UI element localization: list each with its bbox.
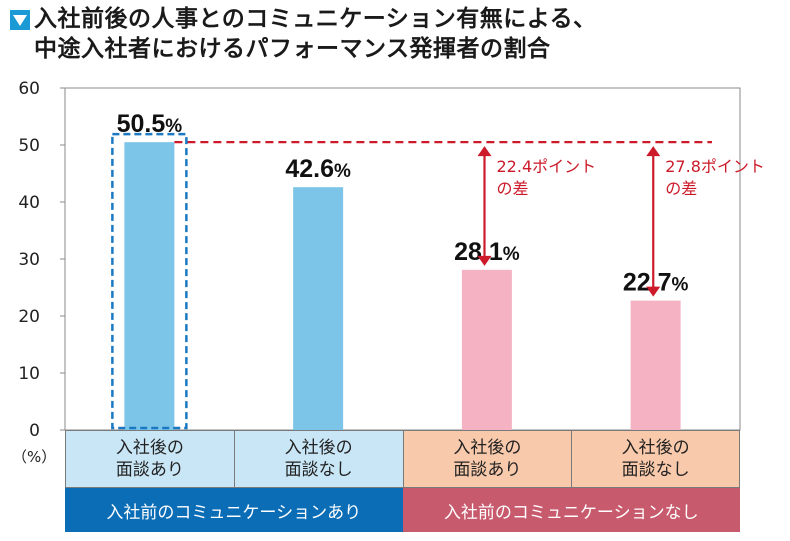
arrow-up-icon: [477, 146, 492, 157]
bar-value-label-2: 42.6%: [285, 155, 351, 183]
bar-value-label-3: 28.1%: [454, 238, 520, 266]
bar-4: [630, 300, 681, 430]
y-tick-label: 0: [29, 421, 40, 441]
difference-label-2-line-2: の差: [665, 179, 697, 198]
y-tick-label: 40: [18, 193, 40, 213]
y-axis-unit-label: （%）: [12, 448, 57, 466]
category-label-4: 入社後の 面談なし: [571, 430, 740, 488]
chart-title: 入社前後の人事とのコミュニケーション有無による、 中途入社者におけるパフォーマン…: [6, 4, 786, 64]
y-tick-label: 50: [18, 136, 40, 156]
category-label-3: 入社後の 面談あり: [402, 430, 573, 488]
highlight-dashed-box: [111, 132, 188, 430]
y-tick-label: 30: [18, 250, 40, 270]
group-label-2: 入社前のコミュニケーションなし: [402, 488, 740, 532]
bar-1: [124, 142, 175, 430]
y-tick-label: 20: [18, 307, 40, 327]
arrow-down-icon: [477, 255, 492, 266]
difference-label-1-line-1: 22.4ポイント: [497, 157, 597, 176]
difference-label-2-line-1: 27.8ポイント: [665, 157, 765, 176]
y-tick-label: 10: [18, 364, 40, 384]
bar-3: [461, 269, 512, 430]
category-label-2: 入社後の 面談なし: [233, 430, 404, 488]
bar-2: [293, 187, 344, 430]
group-label-1: 入社前のコミュニケーションあり: [65, 488, 403, 532]
arrow-up-icon: [646, 146, 661, 157]
chart-title-line-1: 入社前後の人事とのコミュニケーション有無による、: [34, 6, 597, 32]
y-tick-label: 60: [18, 79, 40, 99]
arrow-down-icon: [646, 286, 661, 297]
chart-title-line-2: 中途入社者におけるパフォーマンス発揮者の割合: [34, 36, 551, 62]
bar-value-label-4: 22.7%: [623, 269, 689, 297]
category-label-1: 入社後の 面談あり: [65, 430, 235, 488]
difference-label-1-line-2: の差: [497, 179, 529, 198]
triangle-down-icon: [10, 10, 30, 30]
